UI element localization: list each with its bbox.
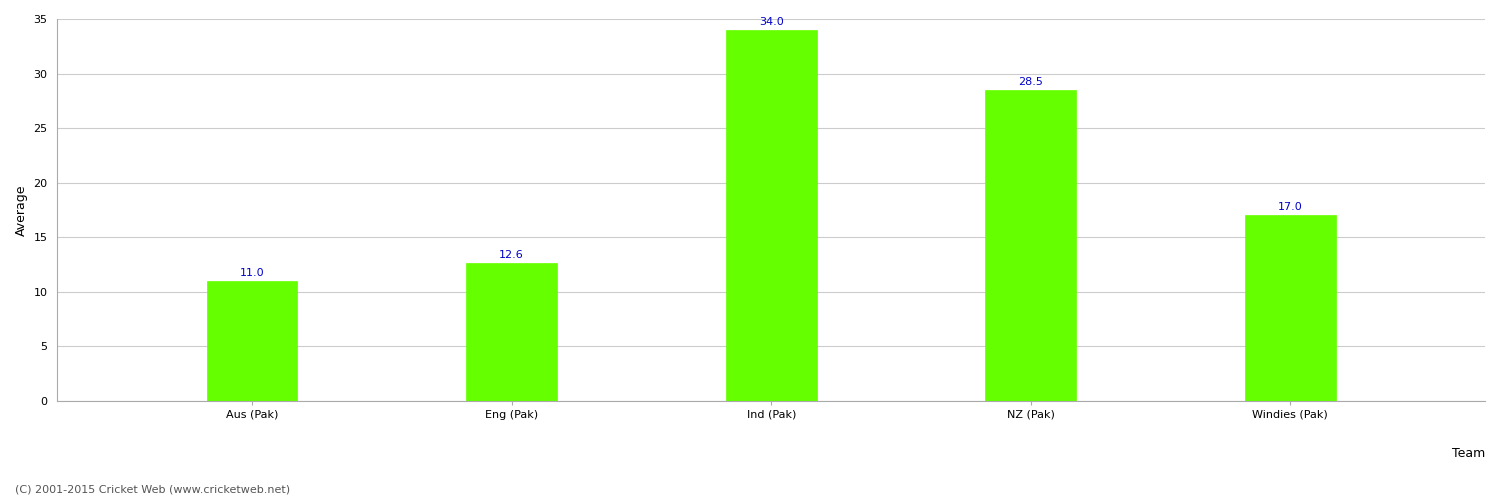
Text: 12.6: 12.6 bbox=[500, 250, 523, 260]
Bar bbox=[726, 30, 816, 401]
Bar bbox=[986, 90, 1076, 401]
Text: (C) 2001-2015 Cricket Web (www.cricketweb.net): (C) 2001-2015 Cricket Web (www.cricketwe… bbox=[15, 485, 290, 495]
Text: Team: Team bbox=[1452, 446, 1485, 460]
Bar bbox=[207, 281, 297, 401]
Bar bbox=[1245, 216, 1336, 401]
Text: 28.5: 28.5 bbox=[1019, 76, 1042, 86]
Text: 34.0: 34.0 bbox=[759, 16, 783, 26]
Text: 11.0: 11.0 bbox=[240, 268, 264, 278]
Text: 17.0: 17.0 bbox=[1278, 202, 1302, 212]
Bar bbox=[466, 264, 556, 401]
Y-axis label: Average: Average bbox=[15, 184, 28, 236]
